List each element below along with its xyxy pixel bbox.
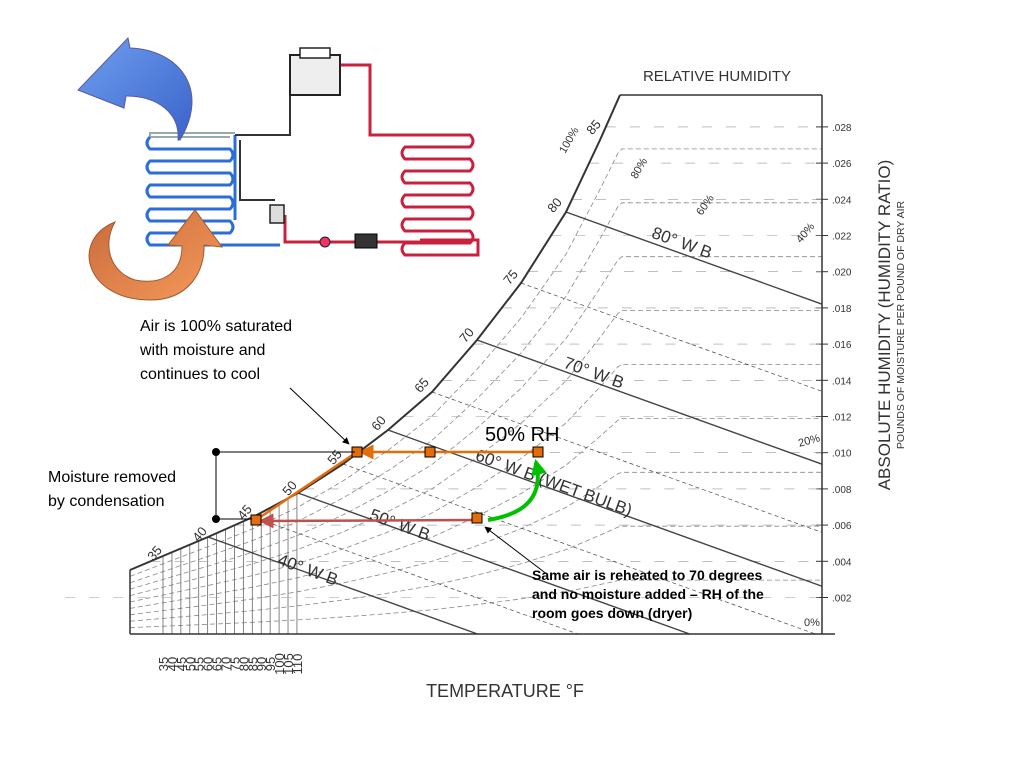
rh-label: 60%: [694, 193, 717, 218]
y-tick-label: .020: [832, 268, 852, 279]
x-tick-label: 60: [201, 657, 216, 671]
wet-bulb-label: 50° W B: [367, 505, 432, 544]
y-tick-label: .002: [832, 594, 852, 605]
wet-bulb-line: [476, 339, 823, 465]
x-tick-label: 45: [174, 657, 189, 671]
x-tick-label: 40: [165, 657, 180, 671]
annotation: Moisture removed by condensation: [48, 469, 176, 510]
wet-bulb-label: 60° W B (WET BULB): [473, 446, 635, 520]
x-tick-label: 50: [183, 657, 198, 671]
y-tick-label: .016: [832, 340, 852, 351]
x-axis-title: TEMPERATURE °F: [426, 681, 584, 701]
x-tick-label: 100: [272, 653, 287, 675]
wet-bulb-label: 40° W B: [275, 550, 340, 589]
rh-label: 80%: [629, 156, 651, 181]
saturation-label: 35: [144, 543, 165, 564]
wet-bulb-line: [565, 211, 823, 305]
rh-curve: [129, 525, 822, 622]
saturation-label: 60: [368, 413, 389, 434]
rh-label: 100%: [557, 125, 582, 156]
rh-curve: [129, 579, 822, 628]
saturation-curve: [129, 94, 621, 571]
rh-label: 40%: [794, 221, 817, 246]
y-tick-label: .028: [832, 123, 852, 134]
x-tick-label: 75: [227, 657, 242, 671]
wet-bulb-label: 70° W B: [561, 353, 626, 392]
chart-title: RELATIVE HUMIDITY: [643, 68, 791, 85]
x-tick-label: 70: [219, 657, 234, 671]
rh-label: 0%: [804, 617, 820, 629]
y-tick-label: .012: [832, 413, 852, 424]
refrigeration-diagram: [145, 47, 480, 257]
wet-bulb-line: [520, 282, 823, 392]
saturation-label: 40: [189, 524, 210, 545]
x-tick-label: 90: [254, 657, 269, 671]
annotation: Same air is reheated to 70 degrees and no…: [532, 567, 764, 621]
rh-curve: [129, 256, 822, 590]
rh-curve: [129, 310, 822, 596]
y-tick-label: .008: [832, 485, 852, 496]
y-tick-label: .014: [832, 376, 852, 387]
rh-curve: [129, 364, 822, 603]
y-tick-label: .006: [832, 521, 852, 532]
process: [212, 387, 549, 576]
wet-bulb-line: [207, 536, 478, 635]
x-tick-label: 35: [156, 657, 171, 671]
wet-bulb-line: [431, 391, 823, 533]
rh-label: 20%: [797, 432, 822, 449]
x-tick-label: 110: [290, 654, 305, 675]
rh-curve: [129, 202, 822, 584]
y-tick-label: .024: [832, 195, 852, 206]
wet-bulb-line: [252, 516, 579, 635]
saturation-label: 85: [583, 117, 604, 138]
rh-curve: [129, 471, 822, 616]
y-tick-label: .026: [832, 159, 852, 170]
x-tick-label: 95: [263, 657, 278, 671]
y-tick-label: .018: [832, 304, 852, 315]
y-axis-title: ABSOLUTE HUMIDITY (HUMIDITY RATIO): [875, 160, 894, 491]
x-tick-label: 55: [192, 657, 207, 671]
x-tick-label: 80: [236, 657, 251, 671]
rh-curve: [129, 148, 822, 577]
saturation-label: 80: [544, 195, 565, 216]
y-tick-label: .022: [832, 232, 852, 243]
rh-label: 50% RH: [485, 424, 559, 446]
saturation-label: 65: [411, 375, 432, 396]
annotation: Air is 100% saturated with moisture and co…: [139, 318, 292, 383]
y-tick-label: .004: [832, 557, 852, 568]
wet-bulb-line: [297, 492, 690, 635]
air-flow-arrow: [77, 36, 193, 141]
saturation-label: 75: [500, 267, 521, 288]
wet-bulb-line: [387, 429, 823, 587]
x-tick-label: 85: [245, 657, 260, 671]
air-flow-arrow: [88, 209, 224, 301]
x-tick-label: 105: [281, 653, 296, 675]
y-tick-label: .010: [832, 449, 852, 460]
y-axis-subtitle: POUNDS OF MOISTURE PER POUND OF DRY AIR: [895, 201, 907, 450]
x-tick-label: 65: [210, 657, 225, 671]
